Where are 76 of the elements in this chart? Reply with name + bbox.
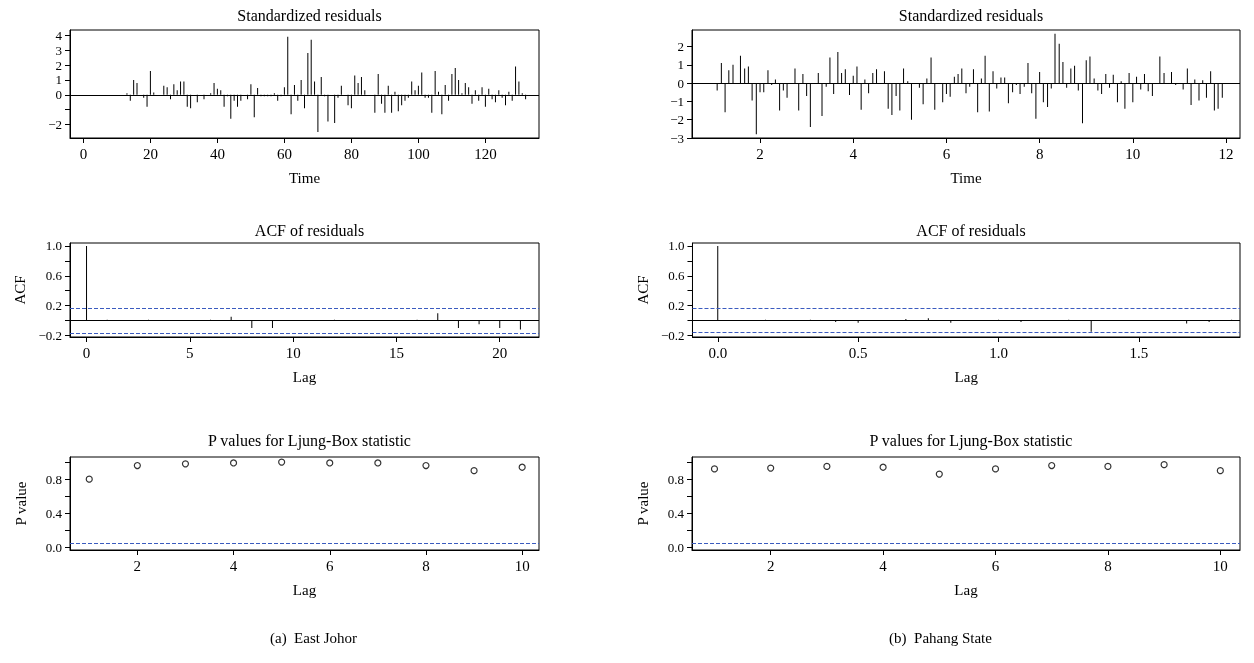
x-axis-title: Time (288, 169, 321, 186)
chart-title: ACF of residuals (254, 221, 365, 239)
x-tick-label: 2 (133, 557, 142, 574)
y-tick-label: 0.4 (667, 505, 685, 521)
x-tick-label: 10 (1212, 557, 1228, 574)
x-tick-label: 1.0 (989, 344, 1008, 361)
y-tick-label: 4 (55, 27, 63, 43)
y-tick-label: 2 (55, 57, 62, 73)
x-tick-label: 6 (326, 557, 334, 574)
x-axis-title: Time (950, 169, 982, 186)
x-tick-label: 8 (1035, 145, 1044, 162)
x-tick-label: 15 (388, 344, 404, 361)
x-tick-label: 12 (1218, 145, 1234, 162)
x-tick-label: 0 (82, 344, 91, 361)
y-axis-title: P value (634, 481, 651, 526)
x-tick-label: 40 (209, 145, 225, 162)
y-tick-label: 0.0 (667, 539, 684, 555)
y-tick-label: 1.0 (668, 238, 685, 254)
y-tick-label: −0.2 (38, 328, 62, 344)
x-axis-title: Lag (292, 368, 317, 385)
y-tick-label: 0.2 (668, 298, 685, 314)
chart-title: Standardized residuals (237, 6, 382, 24)
x-axis-title: Lag (954, 581, 979, 598)
y-axis-title: P value (12, 481, 29, 526)
x-tick-label: 80 (343, 145, 359, 162)
text: (b) Pahang State (889, 629, 993, 647)
y-tick-label: 0.6 (668, 268, 685, 284)
y-tick-label: 0 (55, 87, 62, 103)
chart-title: P values for Ljung-Box statistic (869, 431, 1073, 450)
x-tick-label: 0 (79, 145, 88, 162)
x-tick-label: 4 (849, 145, 858, 162)
chart-title: Standardized residuals (898, 6, 1044, 24)
y-tick-label: 0.8 (667, 471, 684, 487)
y-tick-label: −2 (48, 117, 62, 133)
x-tick-label: 120 (474, 145, 497, 162)
x-axis-title: Lag (292, 581, 317, 598)
x-tick-label: 5 (186, 344, 194, 361)
x-tick-label: 6 (942, 145, 951, 162)
y-tick-label: 0.0 (45, 539, 62, 555)
x-tick-label: 60 (276, 145, 292, 162)
x-tick-label: 0.0 (708, 344, 728, 361)
x-tick-label: 4 (879, 557, 888, 574)
x-tick-label: 8 (1104, 557, 1112, 574)
chart-title: ACF of residuals (916, 221, 1026, 239)
y-tick-label: 0.8 (45, 471, 62, 487)
y-tick-label: 3 (55, 42, 62, 58)
y-tick-label: 0.6 (45, 268, 63, 284)
x-tick-label: 10 (514, 557, 530, 574)
x-tick-label: 2 (766, 557, 775, 574)
y-tick-label: 0.2 (45, 298, 62, 314)
y-axis-title: ACF (12, 275, 29, 305)
x-tick-label: 4 (229, 557, 238, 574)
y-tick-label: −1 (670, 93, 684, 109)
y-tick-label: 1 (677, 57, 684, 73)
y-tick-label: −0.2 (660, 328, 685, 344)
x-tick-label: 1.5 (1129, 344, 1149, 361)
text: (a) East Johor (269, 629, 358, 647)
y-tick-label: 1 (55, 72, 62, 88)
x-tick-label: 8 (422, 557, 430, 574)
y-tick-label: 2 (677, 38, 684, 54)
x-tick-label: 0.5 (848, 344, 868, 361)
y-tick-label: 1.0 (45, 238, 62, 254)
x-tick-label: 100 (407, 145, 430, 162)
x-tick-label: 2 (756, 145, 764, 162)
x-axis-title: Lag (954, 368, 979, 385)
x-tick-label: 6 (991, 557, 1000, 574)
x-tick-label: 20 (142, 145, 158, 162)
chart-title: P values for Ljung-Box statistic (208, 431, 411, 450)
y-tick-label: −3 (670, 130, 684, 146)
x-tick-label: 10 (285, 344, 301, 361)
y-axis-title: ACF (634, 275, 651, 305)
y-tick-label: −2 (670, 112, 684, 128)
y-tick-label: 0.4 (45, 505, 63, 521)
x-tick-label: 20 (492, 344, 508, 361)
x-tick-label: 10 (1125, 145, 1141, 162)
y-tick-label: 0 (677, 75, 684, 91)
